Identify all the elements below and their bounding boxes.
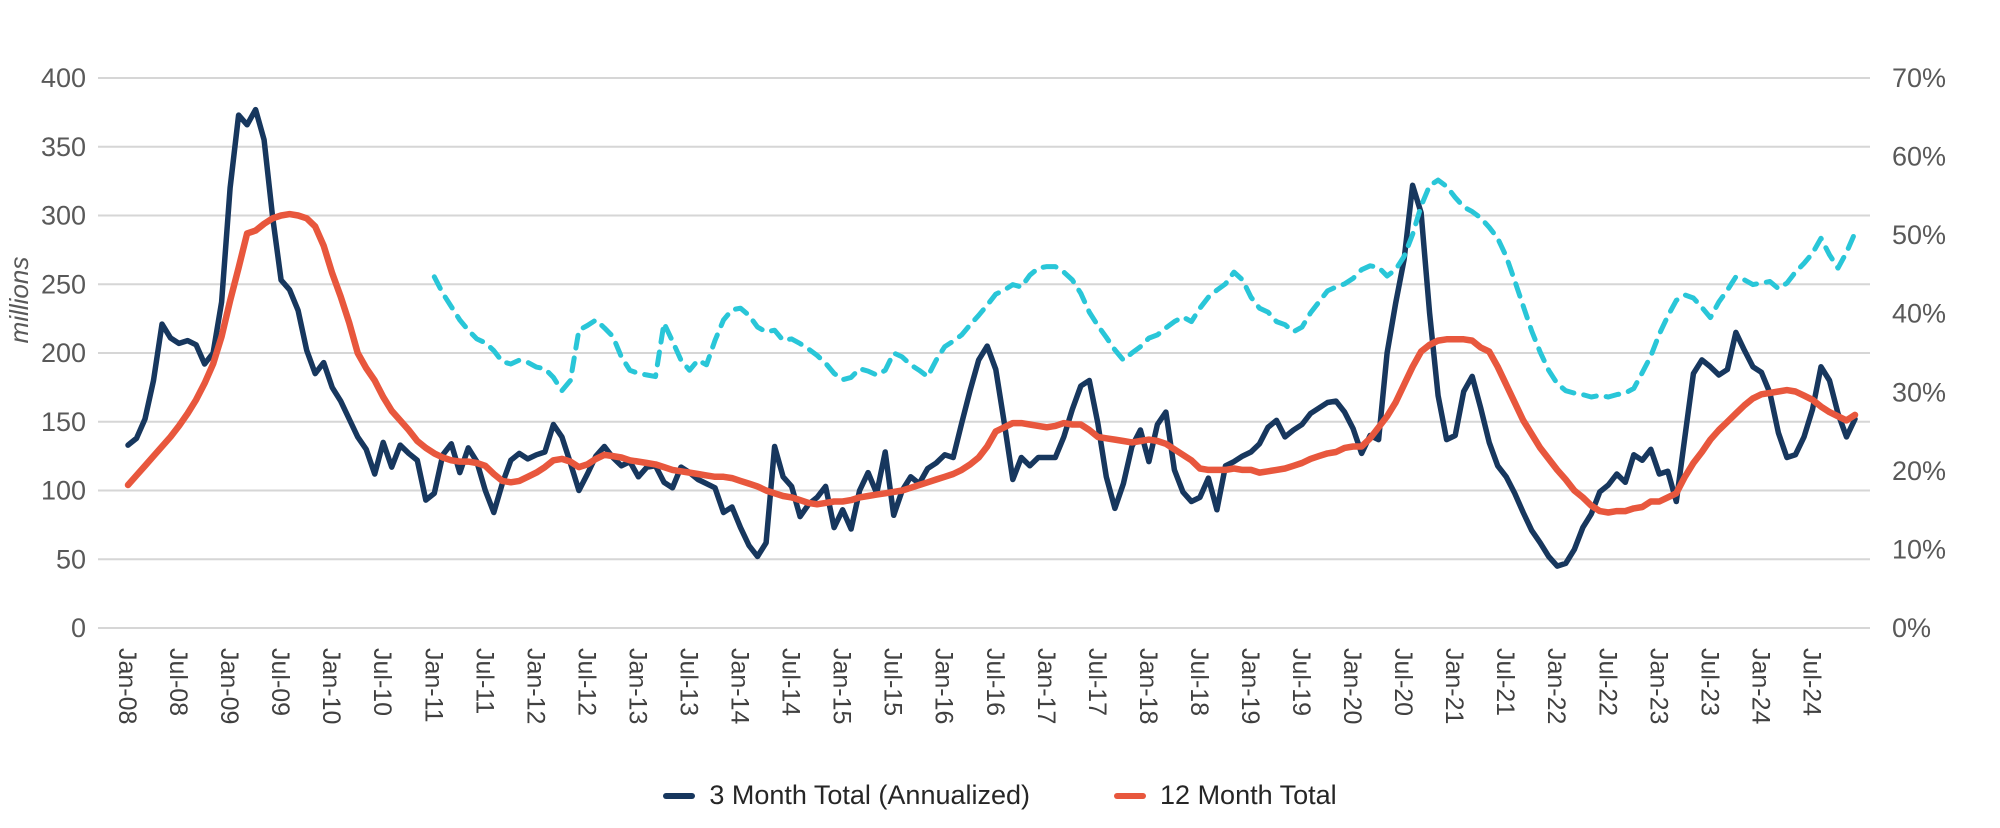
x-axis-tick-labels: Jan-08 Jul-08 Jan-09 Jul-09 Jan-10 Jul-10 Jan-… xyxy=(113,648,1825,725)
x-axis-tick-label: Jan-14 xyxy=(726,648,754,725)
x-axis-tick-label: Jan-19 xyxy=(1236,648,1264,724)
left-axis-tick-label: 350 xyxy=(41,132,86,162)
x-axis-tick-label: Jan-17 xyxy=(1032,648,1060,724)
x-axis-tick-label: Jul-20 xyxy=(1389,648,1417,716)
series-right-axis-dashed xyxy=(431,177,1858,400)
right-axis-tick-labels: 70% 60% 50% 40% 30% 20% 10% 0% xyxy=(1892,63,1946,643)
legend-label-3-month-total: 3 Month Total (Annualized) xyxy=(709,780,1031,810)
x-axis-tick-label: Jan-21 xyxy=(1440,648,1468,724)
right-axis-tick-label: 60% xyxy=(1892,142,1946,172)
x-axis-tick-label: Jan-09 xyxy=(215,648,243,724)
x-axis-tick-label: Jan-20 xyxy=(1338,648,1366,724)
right-axis-tick-label: 40% xyxy=(1892,299,1946,329)
x-axis-tick-label: Jan-08 xyxy=(113,648,141,724)
x-axis-tick-label: Jan-18 xyxy=(1134,648,1162,724)
x-axis-tick-label: Jul-21 xyxy=(1491,648,1519,716)
x-axis-tick-label: Jan-22 xyxy=(1542,648,1570,724)
left-axis-tick-label: 250 xyxy=(41,269,86,299)
x-axis-tick-label: Jan-16 xyxy=(930,648,958,724)
x-axis-tick-label: Jul-15 xyxy=(879,648,907,716)
right-axis-tick-label: 70% xyxy=(1892,63,1946,93)
left-axis-tick-label: 50 xyxy=(56,544,86,574)
left-axis-tick-labels: 400 350 300 250 200 150 100 50 0 xyxy=(41,63,86,643)
x-axis-tick-label: Jan-11 xyxy=(419,648,447,723)
x-axis-tick-label: Jul-14 xyxy=(777,648,805,716)
x-axis-tick-label: Jul-17 xyxy=(1083,648,1111,716)
x-axis-tick-label: Jul-12 xyxy=(572,648,600,716)
x-axis-tick-label: Jan-23 xyxy=(1644,648,1672,724)
left-axis-title: millions xyxy=(4,257,34,344)
x-axis-tick-label: Jan-13 xyxy=(623,648,651,724)
right-axis-tick-label: 10% xyxy=(1892,534,1946,564)
left-axis-tick-label: 200 xyxy=(41,338,86,368)
x-axis-tick-label: Jul-08 xyxy=(164,648,192,716)
x-axis-tick-label: Jul-13 xyxy=(674,648,702,716)
left-axis-tick-label: 0 xyxy=(71,613,86,643)
chart-legend: 3 Month Total (Annualized) 12 Month Tota… xyxy=(0,780,2000,811)
series-12-month-total xyxy=(124,210,1859,516)
x-axis-tick-label: Jan-12 xyxy=(521,648,549,724)
x-axis-tick-label: Jul-11 xyxy=(470,648,498,714)
left-axis-tick-label: 400 xyxy=(41,63,86,93)
x-axis-tick-label: Jul-18 xyxy=(1185,648,1213,716)
x-axis-tick-label: Jul-24 xyxy=(1797,648,1825,716)
left-axis-tick-label: 100 xyxy=(41,476,86,506)
legend-swatch-3-month-total xyxy=(663,792,696,799)
left-axis-tick-label: 300 xyxy=(41,201,86,231)
right-axis-tick-label: 30% xyxy=(1892,377,1946,407)
right-axis-tick-label: 0% xyxy=(1892,613,1931,643)
x-axis-tick-label: Jul-23 xyxy=(1695,648,1723,716)
legend-item-12-month-total: 12 Month Total xyxy=(1114,780,1337,811)
legend-label-12-month-total: 12 Month Total xyxy=(1160,780,1337,810)
series-3-month-total-annualized xyxy=(125,106,1858,569)
right-axis-tick-label: 50% xyxy=(1892,220,1946,250)
x-axis-tick-label: Jan-24 xyxy=(1746,648,1774,725)
legend-item-3-month-total: 3 Month Total (Annualized) xyxy=(663,780,1030,811)
legend-swatch-12-month-total xyxy=(1114,792,1147,799)
x-axis-tick-label: Jan-10 xyxy=(317,648,345,724)
x-axis-tick-label: Jul-22 xyxy=(1593,648,1621,716)
x-axis-tick-label: Jul-10 xyxy=(368,648,396,716)
x-axis-tick-label: Jan-15 xyxy=(828,648,856,724)
left-axis-tick-label: 150 xyxy=(41,407,86,437)
x-axis-tick-label: Jul-19 xyxy=(1287,648,1315,716)
x-axis-tick-label: Jul-09 xyxy=(266,648,294,716)
x-axis-tick-label: Jul-16 xyxy=(981,648,1009,716)
right-axis-tick-label: 20% xyxy=(1892,456,1946,486)
